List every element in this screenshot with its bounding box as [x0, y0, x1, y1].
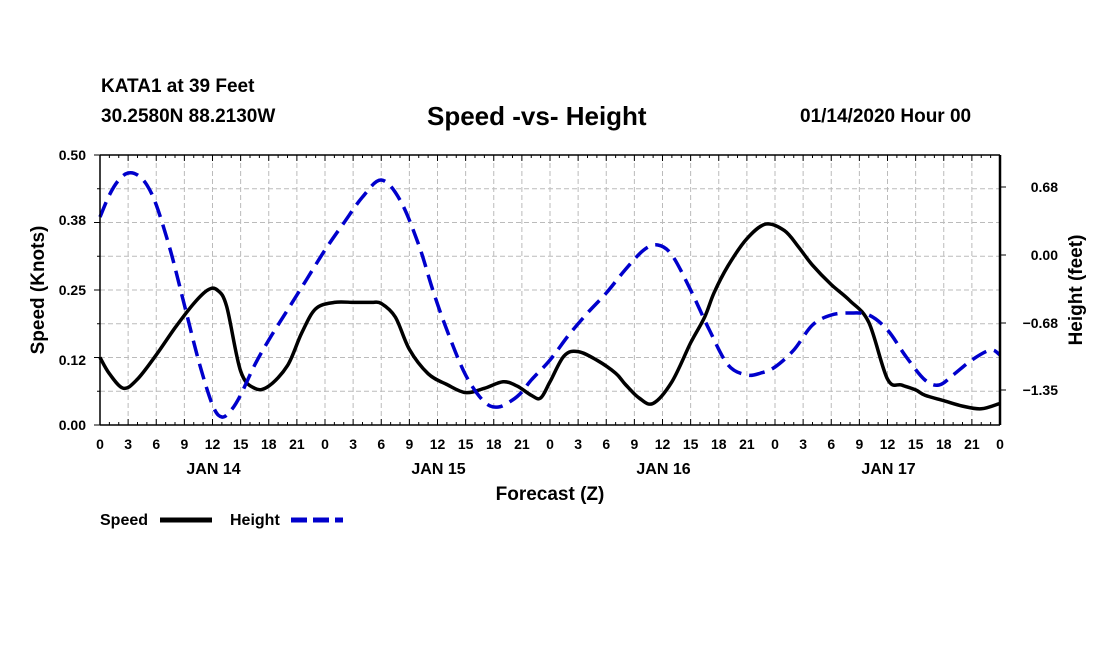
y-tick-label-right: 0.68 [1031, 179, 1058, 195]
x-tick-label: 9 [405, 436, 413, 452]
x-tick-label: 21 [289, 436, 305, 452]
y-axis-title-right: Height (feet) [1066, 235, 1087, 346]
axis-layer [94, 154, 1006, 426]
y-axis-title-left: Speed (Knots) [28, 226, 49, 355]
y-tick-label-left: 0.00 [59, 417, 86, 433]
x-tick-label: 15 [908, 436, 924, 452]
x-tick-label: 6 [602, 436, 610, 452]
chart-title: Speed -vs- Height [427, 101, 647, 131]
y-tick-label-right: −1.35 [1023, 382, 1059, 398]
y-tick-label-left: 0.25 [59, 282, 86, 298]
legend-label-speed: Speed [100, 512, 148, 529]
issue-timestamp: 01/14/2020 Hour 00 [800, 106, 972, 127]
label-layer: 0 3 6 9 12 15 18 21 0 3 6 9 12 15 18 21 0 3 6 9 12 15 18 21 0 3 6 9… [28, 147, 1087, 505]
x-tick-label: 12 [880, 436, 896, 452]
height-series-line [98, 170, 1002, 419]
x-tick-label: 15 [233, 436, 249, 452]
x-tick-label: 21 [514, 436, 530, 452]
legend-label-height: Height [230, 512, 280, 529]
x-tick-label: 12 [205, 436, 221, 452]
x-tick-label: 9 [180, 436, 188, 452]
x-axis-title: Forecast (Z) [496, 484, 605, 505]
station-coordinates: 30.2580N 88.2130W [101, 106, 276, 127]
y-tick-label-right: 0.00 [1031, 247, 1058, 263]
x-tick-label: 12 [430, 436, 446, 452]
x-tick-label: 3 [124, 436, 132, 452]
x-tick-label: 0 [996, 436, 1004, 452]
x-tick-label: 21 [739, 436, 755, 452]
station-label: KATA1 at 39 Feet [101, 76, 255, 97]
x-tick-label: 3 [349, 436, 357, 452]
x-tick-label: 0 [771, 436, 779, 452]
x-tick-label: 0 [546, 436, 554, 452]
x-tick-label: 18 [936, 436, 952, 452]
x-tick-label: 6 [827, 436, 835, 452]
x-tick-label: 18 [711, 436, 727, 452]
x-tick-label: 18 [261, 436, 277, 452]
x-tick-label: 3 [799, 436, 807, 452]
y-tick-label-left: 0.50 [59, 147, 86, 163]
y-tick-label-right: −0.68 [1023, 315, 1059, 331]
x-tick-label: 18 [486, 436, 502, 452]
y-tick-label-left: 0.38 [59, 212, 86, 228]
day-label: JAN 17 [861, 461, 915, 478]
series-layer [98, 170, 1002, 419]
x-tick-label: 6 [152, 436, 160, 452]
x-tick-label: 0 [96, 436, 104, 452]
x-tick-label: 6 [377, 436, 385, 452]
x-tick-label: 15 [458, 436, 474, 452]
x-tick-label: 9 [855, 436, 863, 452]
legend: Speed Height [100, 512, 343, 529]
day-label: JAN 15 [411, 461, 465, 478]
x-tick-label: 3 [574, 436, 582, 452]
day-label: JAN 14 [186, 461, 240, 478]
x-tick-label: 0 [321, 436, 329, 452]
speed-series-line [98, 222, 1001, 411]
x-tick-label: 12 [655, 436, 671, 452]
day-label: JAN 16 [636, 461, 690, 478]
x-tick-label: 9 [630, 436, 638, 452]
x-tick-label: 21 [964, 436, 980, 452]
x-tick-label: 15 [683, 436, 699, 452]
y-tick-label-left: 0.12 [59, 352, 86, 368]
